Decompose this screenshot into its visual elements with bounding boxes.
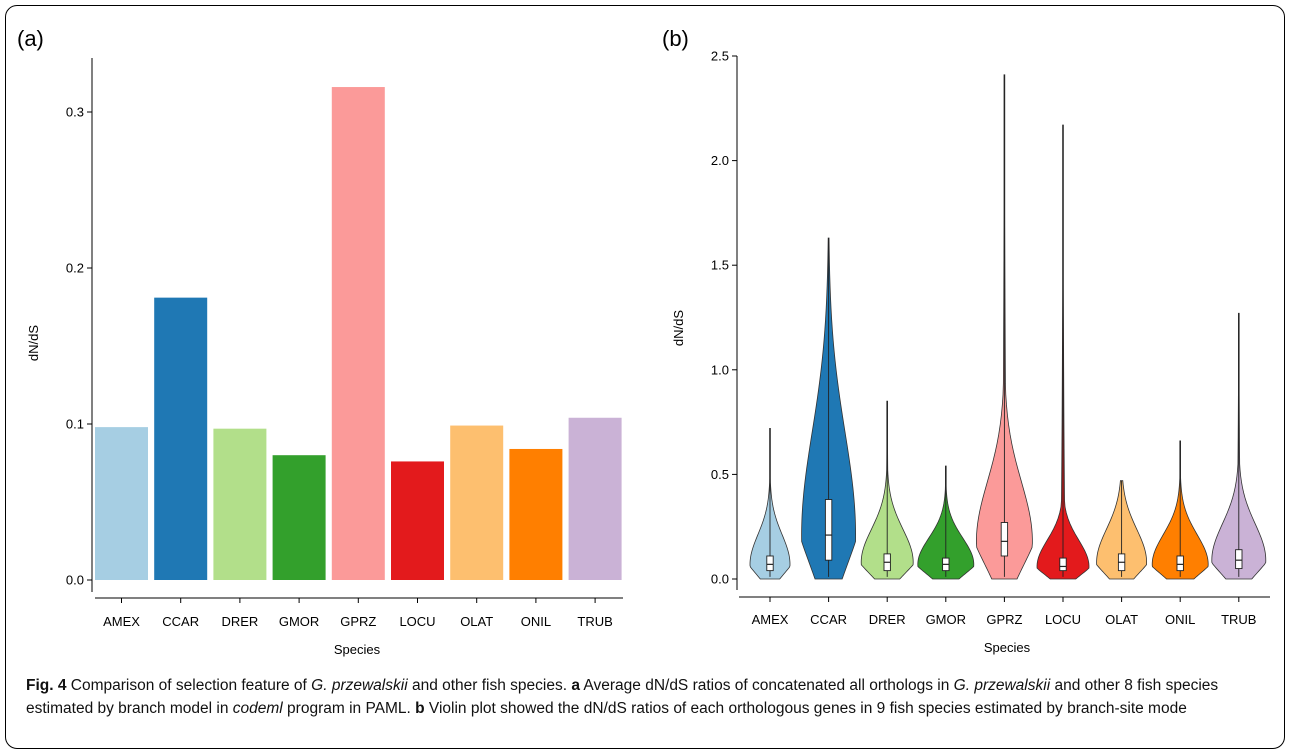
panel-b-x-tick-label: DRER [869, 612, 906, 627]
panel-b-box-onil [1176, 555, 1184, 572]
panel-b-y-tick-label: 1.0 [711, 362, 729, 377]
panel-a-x-tick-label: DRER [221, 614, 258, 629]
caption-text-1: Comparison of selection feature of [66, 677, 312, 694]
panel-a-bar-trub [568, 417, 622, 580]
panel-a-bar-locu [391, 461, 444, 580]
caption-species-2: G. przewalskii [953, 677, 1051, 694]
figure-frame: (a) 0.0 0.1 0.2 0.3 AMEX CCAR DRER GMOR GPRZ LOCU… [5, 5, 1285, 749]
panel-b-violin-plot: (b) 0.0 0.5 1.0 1.5 2.0 2.5 AMEX CCAR DRER GMOR GP… [662, 26, 1270, 655]
panel-a-x-tick-label: CCAR [162, 614, 199, 629]
panel-a-bar-gprz [331, 87, 385, 580]
panel-b-y-tick-label: 0.0 [711, 572, 729, 587]
panel-a-bar-ccar [154, 297, 208, 580]
panel-a-x-axis-title: Species [334, 642, 381, 657]
panel-b-box-locu [1059, 557, 1067, 572]
panel-a-x-tick-label: TRUB [577, 614, 612, 629]
panel-a-axes: 0.0 0.1 0.2 0.3 AMEX CCAR DRER GMOR GPRZ LOCU OLAT… [66, 58, 623, 629]
panel-a-y-tick-label: 0.0 [66, 573, 84, 588]
panel-a-bar-gmor [272, 455, 326, 580]
panel-a-x-tick-label: ONIL [521, 614, 551, 629]
panel-a-bar-olat [450, 425, 504, 580]
panel-b-x-axis-title: Species [984, 640, 1031, 655]
caption-a-label: a [571, 677, 580, 694]
panel-a-y-tick-label: 0.2 [66, 261, 84, 276]
panel-a-x-tick-label: GPRZ [340, 614, 376, 629]
panel-a-bar-drer [213, 428, 267, 580]
panel-a-x-tick-label: AMEX [103, 614, 140, 629]
panel-b-violins [749, 74, 1267, 580]
caption-b-label: b [415, 700, 425, 717]
panel-b-y-axis-title: dN/dS [671, 310, 686, 346]
panel-a-y-tick-label: 0.1 [66, 417, 84, 432]
caption-text-4: and other 8 fish species estimated by br… [26, 677, 1219, 717]
panel-b-x-tick-label: GMOR [926, 612, 966, 627]
panel-b-x-tick-label: OLAT [1105, 612, 1138, 627]
panel-a-y-tick-label: 0.3 [66, 105, 84, 120]
panel-b-x-tick-label: GPRZ [986, 612, 1022, 627]
caption-program: codeml [232, 700, 283, 717]
panel-a-bar-chart: (a) 0.0 0.1 0.2 0.3 AMEX CCAR DRER GMOR GPRZ LOCU… [17, 26, 623, 657]
panel-b-y-tick-label: 1.5 [711, 258, 729, 273]
caption-fig-label: Fig. 4 [26, 677, 67, 694]
panel-b-box-trub [1235, 549, 1243, 569]
panel-b-box-ccar [824, 499, 833, 561]
panel-b-x-tick-label: TRUB [1221, 612, 1256, 627]
panel-a-bar-onil [509, 448, 563, 580]
figure-caption: Fig. 4 Comparison of selection feature o… [26, 674, 1276, 720]
panel-a-label: (a) [17, 26, 44, 51]
caption-text-5: program in PAML. [282, 700, 416, 717]
panel-b-box-amex [766, 555, 774, 572]
panel-a-x-tick-label: OLAT [460, 614, 493, 629]
panel-b-x-tick-label: LOCU [1045, 612, 1081, 627]
figure-svg: (a) 0.0 0.1 0.2 0.3 AMEX CCAR DRER GMOR GPRZ LOCU… [17, 26, 1270, 657]
panel-b-y-tick-label: 0.5 [711, 467, 729, 482]
caption-text-2: and other fish species. [407, 677, 572, 694]
panel-b-axes: 0.0 0.5 1.0 1.5 2.0 2.5 AMEX CCAR DRER GMOR GPRZ LO… [711, 49, 1270, 627]
panel-b-y-tick-label: 2.5 [711, 49, 729, 64]
panel-a-y-axis-title: dN/dS [26, 325, 41, 361]
caption-species-1: G. przewalskii [311, 677, 408, 694]
panel-a-bar-amex [95, 427, 148, 580]
panel-b-y-tick-label: 2.0 [711, 153, 729, 168]
panel-a-bars [95, 87, 622, 580]
caption-text-3: Average dN/dS ratios of concatenated all… [579, 677, 954, 694]
panel-a-x-tick-label: LOCU [399, 614, 435, 629]
panel-b-x-tick-label: AMEX [752, 612, 789, 627]
panel-b-box-gprz [1000, 522, 1009, 557]
panel-b-label: (b) [662, 26, 689, 51]
panel-b-x-tick-label: ONIL [1165, 612, 1195, 627]
panel-b-x-tick-label: CCAR [810, 612, 847, 627]
caption-text-6: Violin plot showed the dN/dS ratios of e… [424, 700, 1187, 717]
panel-a-x-tick-label: GMOR [279, 614, 319, 629]
